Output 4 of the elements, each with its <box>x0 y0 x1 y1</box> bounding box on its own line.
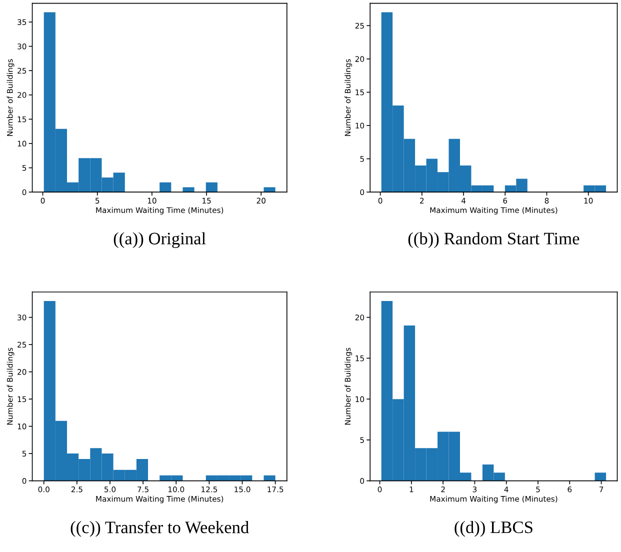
text: ((d)) LBCS <box>454 520 532 537</box>
text: ((b)) Random Start Time <box>408 232 580 248</box>
text: ((c)) Transfer to Weekend <box>70 520 249 537</box>
text: ((a)) Original <box>114 232 206 248</box>
